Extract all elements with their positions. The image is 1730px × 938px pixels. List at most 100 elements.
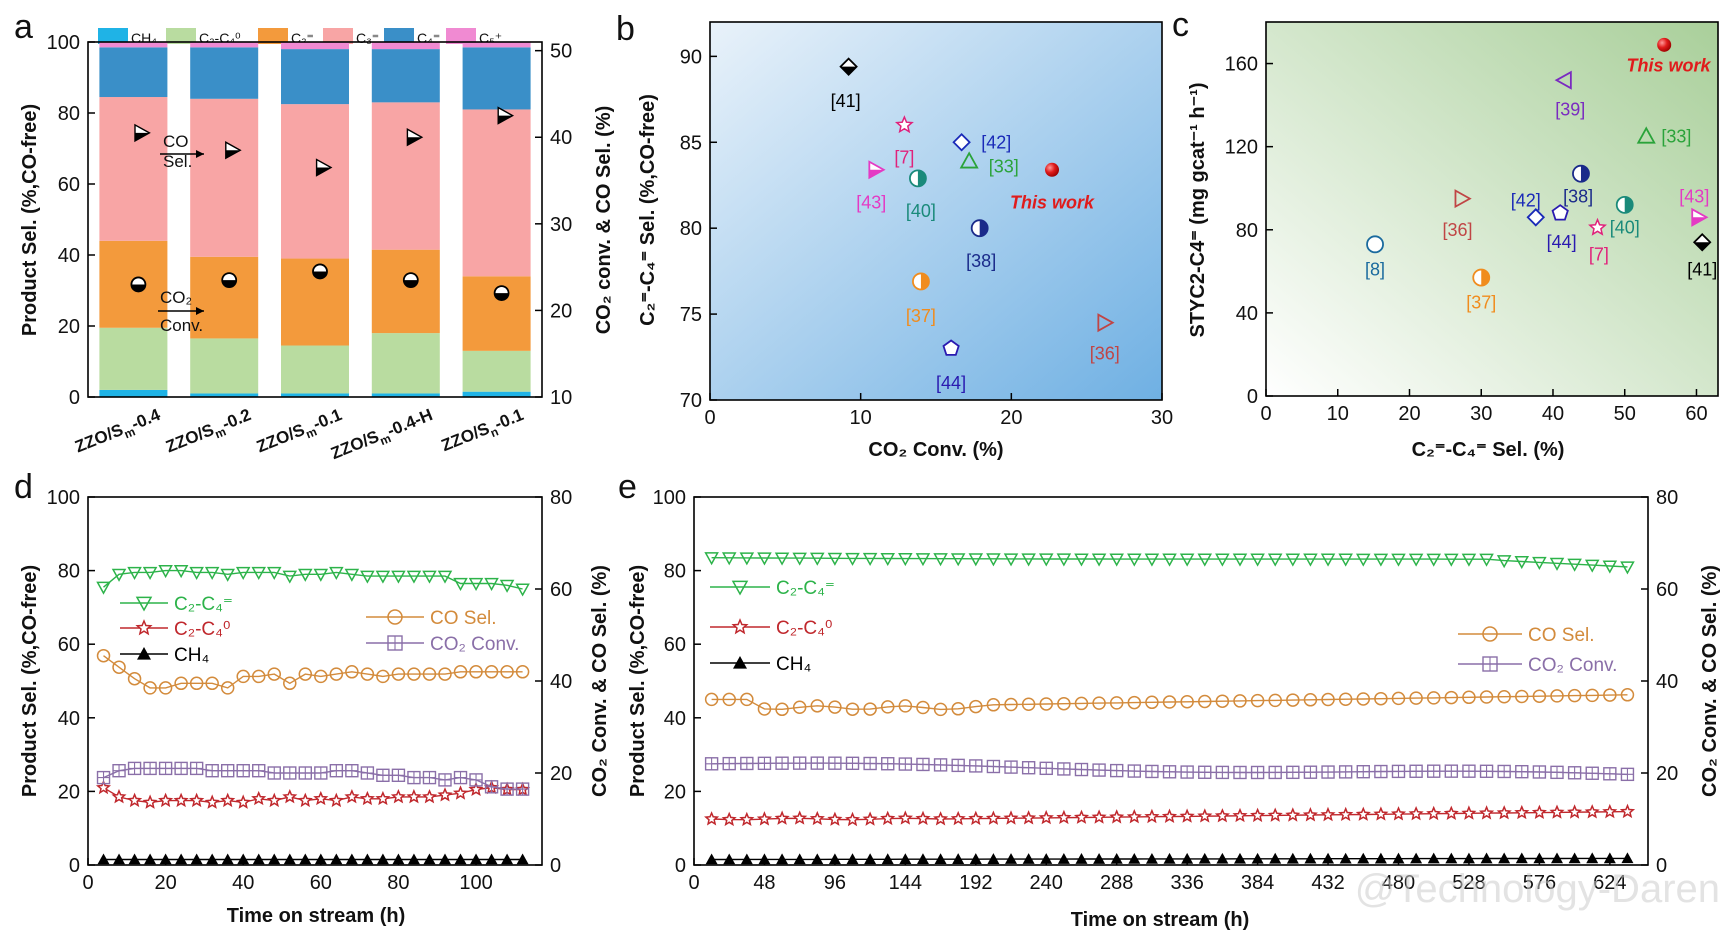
series-0-point-26 bbox=[499, 579, 515, 593]
co2-conv-marker-0-fill bbox=[131, 284, 146, 292]
series-line-1 bbox=[103, 786, 523, 804]
xtick-main: ZZO/S bbox=[439, 419, 493, 455]
series-1-point-40 bbox=[1408, 805, 1424, 821]
xtick-tail: -0.1 bbox=[310, 405, 344, 434]
series-0-point-25 bbox=[1144, 553, 1160, 567]
xtick-main: ZZO/S bbox=[254, 420, 308, 456]
series-2-point-12 bbox=[916, 853, 929, 865]
series-2-point-32 bbox=[1269, 852, 1282, 864]
ytick-label-0: 0 bbox=[69, 855, 80, 877]
point-label-4: [44] bbox=[1547, 232, 1577, 252]
series-3-point-22 bbox=[1092, 696, 1106, 710]
series-0-point-48 bbox=[1549, 557, 1565, 571]
ytick-label-80: 80 bbox=[58, 561, 80, 583]
series-2-point-23 bbox=[454, 853, 467, 865]
series-3-point-15 bbox=[969, 699, 983, 714]
series-2-point-47 bbox=[1533, 852, 1546, 864]
series-1-point-48 bbox=[1549, 804, 1565, 819]
point-label-8: [7] bbox=[1589, 245, 1609, 265]
series-2-point-0 bbox=[97, 853, 110, 865]
panel-d-x-ticks: 0 20 40 60 80 100 bbox=[82, 858, 493, 894]
legend-marker-3 bbox=[387, 609, 403, 625]
series-0-point-24 bbox=[1127, 553, 1142, 567]
series-2-point-25 bbox=[485, 853, 498, 865]
series-3-point-6 bbox=[189, 676, 204, 691]
legend-marker-3 bbox=[1482, 626, 1498, 642]
series-2-point-5 bbox=[175, 853, 188, 865]
series-1-point-28 bbox=[1197, 808, 1213, 823]
point-label-5: [38] bbox=[1563, 187, 1593, 207]
series-1-point-13 bbox=[297, 792, 313, 808]
ytick-label-0: 0 bbox=[1247, 386, 1258, 408]
series-3-point-1 bbox=[112, 660, 126, 674]
series-4-point-10-cross bbox=[881, 757, 894, 770]
series-2-point-2 bbox=[128, 853, 141, 865]
series-0-point-34 bbox=[1303, 553, 1318, 567]
series-1-point-21 bbox=[1073, 809, 1090, 824]
series-1-point-6 bbox=[189, 792, 205, 808]
series-1-point-7 bbox=[204, 794, 220, 809]
series-2-point-15 bbox=[330, 853, 343, 865]
panel-e-xlabel: Time on stream (h) bbox=[1071, 909, 1250, 931]
point-9 bbox=[1636, 126, 1656, 144]
xtick-label-30: 30 bbox=[1151, 407, 1173, 429]
series-4-point-2-cross bbox=[128, 762, 141, 775]
series-4-point-30-cross bbox=[1233, 766, 1246, 779]
series-4-point-12-cross bbox=[916, 758, 929, 771]
series-3-point-13 bbox=[298, 667, 313, 681]
series-0-point-20 bbox=[1056, 553, 1072, 567]
y2tick-label-0: 0 bbox=[550, 855, 561, 877]
bar-C3_eq-4 bbox=[462, 109, 531, 277]
co2-conv-marker-4-fill bbox=[494, 293, 509, 301]
panel-a-arrowhead-co bbox=[196, 150, 204, 158]
series-1-point-20 bbox=[1056, 809, 1072, 825]
series-0-point-8 bbox=[845, 552, 860, 566]
series-1-point-51 bbox=[1602, 803, 1618, 819]
series-0-point-14 bbox=[313, 568, 329, 582]
point-label-7: [40] bbox=[1610, 218, 1640, 238]
legend-marker-4-cross bbox=[388, 636, 402, 650]
series-4-point-4-cross bbox=[159, 762, 172, 775]
panel-b-xlabel: CO₂ Conv. (%) bbox=[868, 439, 1003, 461]
series-0-point-32 bbox=[1267, 553, 1283, 567]
series-3-point-11 bbox=[267, 667, 282, 681]
series-4-point-32-cross bbox=[1269, 766, 1282, 779]
series-4-point-7-cross bbox=[206, 764, 219, 777]
ytick-label-70: 70 bbox=[680, 390, 702, 412]
series-3-point-31 bbox=[1250, 693, 1265, 708]
panel-d-xlabel: Time on stream (h) bbox=[227, 905, 406, 927]
ytick-label-75: 75 bbox=[680, 304, 702, 326]
series-3-point-17 bbox=[1004, 697, 1018, 712]
point-label-8: [44] bbox=[936, 373, 966, 393]
series-3-point-17 bbox=[360, 667, 375, 681]
point-10 bbox=[1045, 162, 1060, 177]
series-3-point-12 bbox=[916, 700, 930, 715]
xtick-main: ZZO/S bbox=[163, 420, 217, 456]
series-3-point-28 bbox=[1198, 694, 1212, 709]
ytick-label-80: 80 bbox=[58, 103, 80, 125]
panel-d-frame bbox=[87, 496, 543, 866]
y2tick-label-10: 10 bbox=[550, 387, 572, 409]
point-2 bbox=[1454, 189, 1472, 209]
point-12 bbox=[1657, 37, 1672, 52]
series-4-point-16-cross bbox=[987, 760, 1000, 773]
series-0-point-10 bbox=[880, 552, 896, 567]
series-0-point-45 bbox=[1496, 555, 1512, 569]
series-2-point-8 bbox=[846, 853, 859, 865]
series-2-point-13 bbox=[934, 853, 947, 865]
series-3-point-20 bbox=[407, 667, 421, 681]
series-2-point-40 bbox=[1410, 852, 1423, 864]
series-3-point-49 bbox=[1567, 688, 1582, 703]
series-3-point-1 bbox=[722, 692, 736, 707]
series-2-point-41 bbox=[1427, 852, 1440, 864]
series-2-point-50 bbox=[1586, 852, 1599, 864]
series-4-point-11-cross bbox=[268, 767, 281, 779]
series-4-point-15-cross bbox=[330, 764, 343, 777]
series-3-point-32 bbox=[1268, 693, 1282, 708]
series-3-point-9 bbox=[236, 669, 250, 684]
series-4-point-22-cross bbox=[1093, 764, 1106, 777]
series-2-point-20 bbox=[407, 853, 420, 865]
series-3-point-19 bbox=[391, 667, 406, 681]
legend-label-0: C₂-C₄⁼ bbox=[776, 578, 835, 599]
series-4-point-38-cross bbox=[1374, 765, 1387, 778]
